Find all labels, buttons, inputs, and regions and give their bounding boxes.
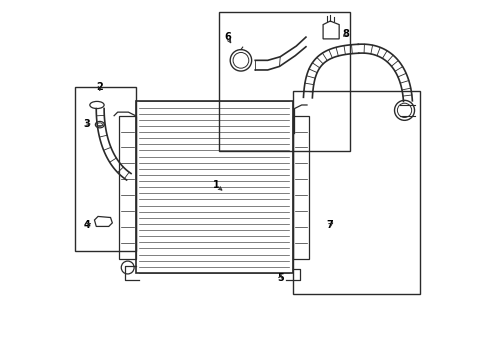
Text: 5: 5 — [276, 273, 283, 283]
Text: 2: 2 — [96, 82, 103, 92]
Text: 6: 6 — [224, 32, 230, 42]
Text: 1: 1 — [212, 180, 219, 190]
Text: 8: 8 — [342, 28, 349, 39]
Text: 4: 4 — [83, 220, 90, 230]
Text: 3: 3 — [83, 118, 90, 129]
Text: 7: 7 — [326, 220, 333, 230]
